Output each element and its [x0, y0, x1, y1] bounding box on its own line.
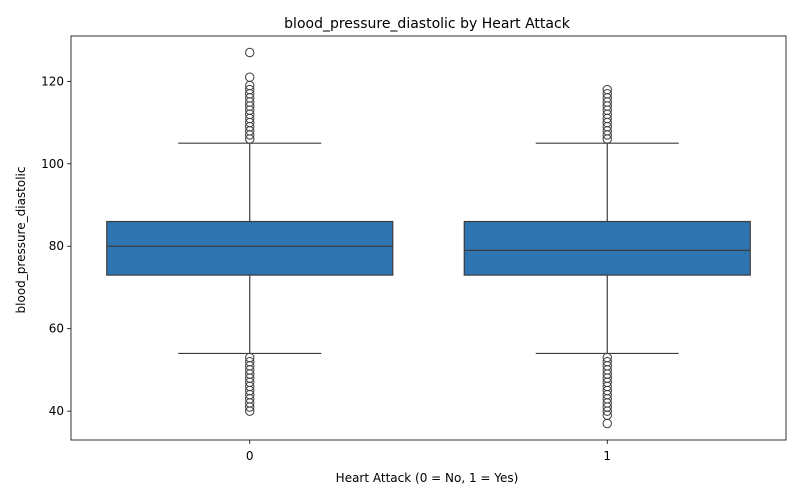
outlier-point [245, 72, 255, 82]
outlier-point [602, 352, 612, 363]
outlier-point [245, 84, 255, 95]
x-tick-label: 1 [603, 449, 611, 463]
outlier-point [245, 356, 255, 367]
y-tick-label: 120 [41, 74, 64, 88]
y-tick-label: 100 [41, 157, 64, 171]
plot-frame [70, 35, 787, 441]
outlier-point [602, 89, 612, 99]
outlier-point [245, 47, 255, 58]
iqr-box [463, 220, 751, 276]
y-axis-label: blood_pressure_diastolic [14, 167, 28, 314]
iqr-box [106, 220, 394, 276]
x-axis-label: Heart Attack (0 = No, 1 = Yes) [336, 471, 519, 485]
y-tick-label: 60 [49, 322, 64, 336]
outlier-point [602, 356, 612, 367]
chart-title: blood_pressure_diastolic by Heart Attack [284, 16, 571, 32]
y-tick-label: 80 [49, 239, 64, 253]
outlier-point [602, 84, 612, 95]
plot-area: 40 60 80 100 120 0 1 [41, 47, 751, 463]
outlier-point [602, 418, 612, 429]
outlier-point [245, 352, 255, 363]
y-tick-label: 40 [49, 404, 64, 418]
x-tick-label: 0 [246, 449, 254, 463]
